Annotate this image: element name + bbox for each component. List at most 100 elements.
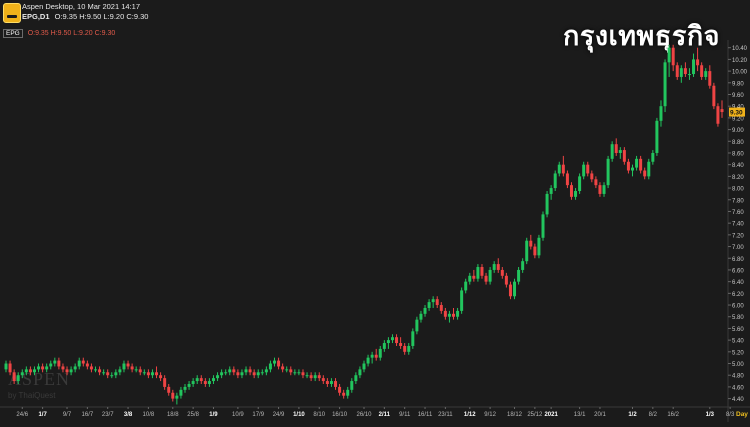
candle-body <box>313 375 317 379</box>
x-tick-label: 1/3 <box>706 412 715 418</box>
x-tick-label: 18/12 <box>507 412 523 418</box>
x-tick-label: 10/9 <box>232 412 244 418</box>
candle-body <box>659 106 663 121</box>
x-tick-label: 24/6 <box>16 412 28 418</box>
candle-body <box>500 269 504 276</box>
candle-body <box>663 62 667 107</box>
candle-body <box>134 369 138 371</box>
candle-body <box>45 366 49 370</box>
candle-body <box>94 369 97 371</box>
y-tick-label: 8.00 <box>732 187 744 193</box>
candle-body <box>211 378 215 382</box>
x-tick-label: 20/1 <box>594 412 606 418</box>
y-tick-label: 6.60 <box>732 268 744 274</box>
candle-body <box>386 340 390 344</box>
candle-body <box>508 284 512 297</box>
candle-body <box>142 372 146 374</box>
candle-body <box>199 378 203 382</box>
y-tick-label: 4.60 <box>732 385 744 391</box>
candle-body <box>537 237 541 256</box>
candle-body <box>354 375 358 382</box>
x-tick-label: 1/12 <box>464 412 476 418</box>
candle-body <box>456 310 460 317</box>
x-tick-label: 24/9 <box>273 412 285 418</box>
candle-body <box>321 378 325 382</box>
candle-body <box>533 246 537 256</box>
brand-logo: กรุงเทพธุรกิจ <box>562 21 720 51</box>
x-tick-label: 9/12 <box>484 412 496 418</box>
candle-body <box>175 395 179 399</box>
x-tick-label: 8/2 <box>649 412 658 418</box>
candle-body <box>334 381 338 387</box>
candle-body <box>496 264 500 270</box>
candle-body <box>452 313 455 317</box>
candle-body <box>476 267 480 279</box>
candle-body <box>317 375 321 379</box>
candle-body <box>712 85 716 107</box>
y-tick-label: 4.80 <box>732 374 744 380</box>
period-label: Day <box>736 411 748 418</box>
candle-body <box>118 369 122 373</box>
candle-body <box>443 310 447 317</box>
candle-body <box>16 375 20 382</box>
candle-body <box>49 363 53 367</box>
candle-body <box>569 185 573 197</box>
y-tick-label: 9.60 <box>732 93 744 99</box>
candle-body <box>8 363 12 373</box>
y-tick-label: 8.40 <box>732 163 744 169</box>
x-tick-label: 23/7 <box>102 412 114 418</box>
candle-body <box>228 369 232 373</box>
y-tick-label: 10.20 <box>732 58 748 64</box>
candle-body <box>692 59 696 75</box>
candle-body <box>203 381 207 384</box>
candle-body <box>541 214 545 238</box>
x-tick-label: 2021 <box>544 412 558 418</box>
candle-body <box>635 158 639 168</box>
candle-body <box>342 392 346 396</box>
candle-body <box>53 360 57 364</box>
candle-body <box>411 331 415 346</box>
candle-body <box>138 369 142 373</box>
sub-symbol-tag[interactable]: EPG <box>3 29 23 38</box>
y-tick-label: 5.40 <box>732 339 744 345</box>
ohlc-values: O:9.35 H:9.50 L:9.20 C:9.30 <box>54 12 149 21</box>
candle-body <box>708 71 712 86</box>
x-tick-label: 23/11 <box>438 412 453 418</box>
candle-body <box>460 290 464 311</box>
candle-body <box>130 366 134 370</box>
candle-body <box>24 369 28 373</box>
candle-body <box>293 372 297 374</box>
candle-body <box>89 366 93 370</box>
candlestick-chart[interactable]: 4.40 4.60 4.80 5.00 5.20 5.40 5.60 5.80 6.00 6.20… <box>0 40 750 422</box>
chart-svg[interactable]: 4.40 4.60 4.80 5.00 5.20 5.40 5.60 5.80 6.00 6.20… <box>0 40 750 422</box>
candle-body <box>61 366 65 370</box>
candle-body <box>590 173 594 180</box>
candle-body <box>309 375 313 379</box>
candle-body <box>285 369 289 371</box>
candle-body <box>110 375 114 377</box>
candle-body <box>618 150 622 153</box>
y-tick-label: 7.40 <box>732 222 744 228</box>
candle-body <box>586 164 590 174</box>
candle-body <box>435 299 439 306</box>
candle-body <box>610 144 614 159</box>
candle-body <box>382 343 386 349</box>
candle-body <box>594 179 598 186</box>
candle-body <box>65 369 69 373</box>
y-tick-label: 6.40 <box>732 280 744 286</box>
candle-body <box>126 363 130 367</box>
candle-body <box>155 372 159 376</box>
candle-body <box>370 354 374 358</box>
candle-body <box>687 74 691 76</box>
chart-header: Aspen Desktop, 10 Mar 2021 14:17 EPG,D1 … <box>0 0 750 26</box>
candle-body <box>224 372 228 374</box>
aspen-app-icon <box>3 3 21 23</box>
candle-body <box>626 161 630 171</box>
candle-body <box>374 354 378 358</box>
x-tick-label: 16/7 <box>82 412 94 418</box>
y-tick-label: 7.60 <box>732 210 744 216</box>
candle-body <box>488 269 492 282</box>
candle-body <box>77 360 81 367</box>
x-tick-label: 16/11 <box>418 412 433 418</box>
y-tick-label: 7.80 <box>732 198 744 204</box>
